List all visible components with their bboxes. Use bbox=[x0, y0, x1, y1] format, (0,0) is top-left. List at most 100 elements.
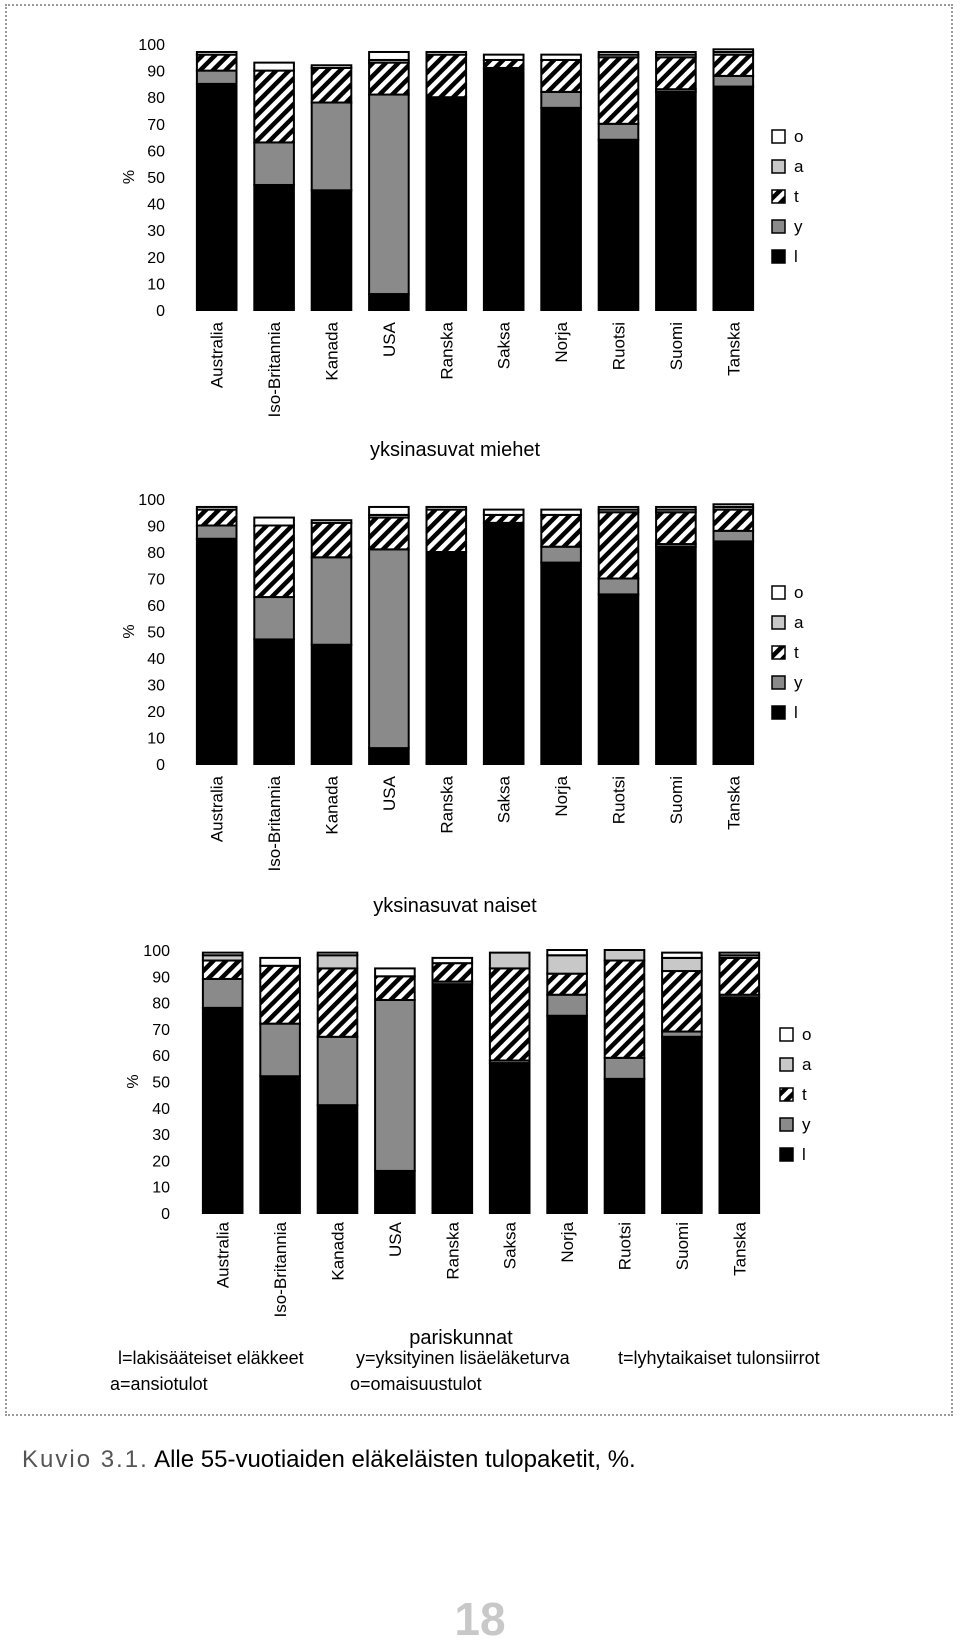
y-tick-label: 60 bbox=[152, 1048, 170, 1065]
bar-o bbox=[597, 505, 640, 511]
bar-y bbox=[603, 1056, 646, 1080]
bar-o bbox=[374, 967, 416, 978]
chart-title: pariskunnat bbox=[409, 1327, 513, 1349]
bar-y bbox=[374, 998, 416, 1172]
bar-l bbox=[195, 82, 238, 312]
bar-l bbox=[603, 1077, 646, 1214]
y-tick-label: 90 bbox=[147, 519, 165, 536]
y-axis-label: % bbox=[121, 624, 138, 638]
bar-o bbox=[655, 505, 697, 511]
bar-o bbox=[546, 949, 588, 957]
y-tick-label: 40 bbox=[152, 1101, 170, 1118]
bar-t bbox=[597, 511, 640, 580]
bar-l bbox=[712, 540, 755, 766]
bar-y bbox=[368, 93, 410, 296]
bar-t bbox=[718, 956, 761, 996]
legend-swatch bbox=[771, 249, 786, 264]
category-label: Australia bbox=[208, 775, 227, 842]
legend-label: l bbox=[794, 703, 798, 722]
y-axis-label: % bbox=[125, 1074, 142, 1088]
bar-l bbox=[195, 537, 238, 765]
category-label: Norja bbox=[552, 321, 571, 362]
bar-y bbox=[195, 524, 238, 540]
legend-swatch bbox=[779, 1147, 794, 1162]
chart-title: yksinasuvat miehet bbox=[370, 439, 541, 461]
category-label: Kanada bbox=[323, 775, 342, 834]
bar-l bbox=[259, 1075, 301, 1214]
bar-o bbox=[316, 951, 359, 957]
y-tick-label: 30 bbox=[147, 223, 165, 240]
bar-t bbox=[195, 53, 238, 72]
y-tick-label: 30 bbox=[147, 678, 165, 695]
category-label: Tanska bbox=[730, 1221, 749, 1275]
bar-t bbox=[655, 56, 697, 91]
legend-label: l bbox=[802, 1145, 806, 1164]
category-label: Ranska bbox=[437, 775, 456, 833]
bar-t bbox=[482, 513, 525, 524]
bar-t bbox=[368, 61, 410, 96]
bar-t bbox=[655, 511, 697, 546]
bar-a bbox=[546, 954, 588, 975]
category-label: Australia bbox=[208, 321, 227, 388]
y-tick-label: 20 bbox=[147, 250, 165, 267]
legend-swatch bbox=[771, 585, 786, 600]
bar-o bbox=[310, 519, 353, 524]
category-label: Iso-Britannia bbox=[265, 775, 284, 871]
legend-label: o bbox=[794, 583, 803, 602]
bar-l bbox=[368, 293, 410, 312]
y-tick-label: 20 bbox=[147, 704, 165, 721]
bar-o bbox=[425, 505, 468, 511]
bar-o bbox=[253, 516, 295, 527]
bar-l bbox=[368, 747, 410, 765]
bar-t bbox=[310, 66, 353, 104]
bar-l bbox=[712, 85, 755, 311]
y-tick-label: 50 bbox=[147, 170, 165, 187]
bar-t bbox=[597, 56, 640, 125]
legend-swatch bbox=[779, 1027, 794, 1042]
legend-swatch bbox=[771, 129, 786, 144]
y-tick-label: 100 bbox=[138, 37, 165, 54]
bar-l bbox=[253, 638, 295, 766]
bar-l bbox=[661, 1035, 703, 1215]
bar-o bbox=[661, 951, 703, 959]
bar-l bbox=[253, 183, 295, 311]
legend-label: a bbox=[802, 1055, 812, 1074]
category-label: Saksa bbox=[495, 775, 514, 823]
bar-t bbox=[374, 975, 416, 1001]
legend-label: o bbox=[794, 127, 803, 146]
y-tick-label: 60 bbox=[147, 598, 165, 615]
bar-y bbox=[259, 1022, 301, 1078]
bar-t bbox=[310, 521, 353, 559]
y-tick-label: 70 bbox=[152, 1022, 170, 1039]
legend-label: y bbox=[802, 1115, 811, 1134]
bar-y bbox=[540, 90, 582, 109]
y-tick-label: 40 bbox=[147, 197, 165, 214]
y-tick-label: 100 bbox=[143, 943, 170, 960]
bar-t bbox=[431, 962, 474, 983]
category-label: Saksa bbox=[501, 1221, 520, 1269]
bar-t bbox=[253, 524, 295, 599]
bar-o bbox=[482, 508, 525, 516]
bar-t bbox=[201, 959, 244, 980]
y-tick-label: 50 bbox=[147, 625, 165, 642]
bar-y bbox=[712, 74, 755, 88]
bar-t bbox=[425, 53, 468, 99]
bar-l bbox=[425, 551, 468, 765]
category-label: USA bbox=[386, 1221, 405, 1257]
bar-o bbox=[195, 505, 238, 511]
bar-o bbox=[540, 53, 582, 61]
y-tick-label: 0 bbox=[161, 1206, 170, 1223]
bar-a bbox=[603, 949, 646, 962]
bar-l bbox=[431, 983, 474, 1214]
legend-swatch bbox=[771, 189, 786, 204]
legend-label: t bbox=[794, 643, 799, 662]
legend-swatch bbox=[779, 1087, 794, 1102]
bar-a bbox=[316, 954, 359, 970]
bar-o bbox=[431, 956, 474, 965]
legend-swatch bbox=[771, 705, 786, 720]
legend-swatch bbox=[779, 1057, 794, 1072]
bar-y bbox=[316, 1035, 359, 1107]
category-label: Suomi bbox=[667, 776, 686, 824]
bar-t bbox=[540, 58, 582, 93]
